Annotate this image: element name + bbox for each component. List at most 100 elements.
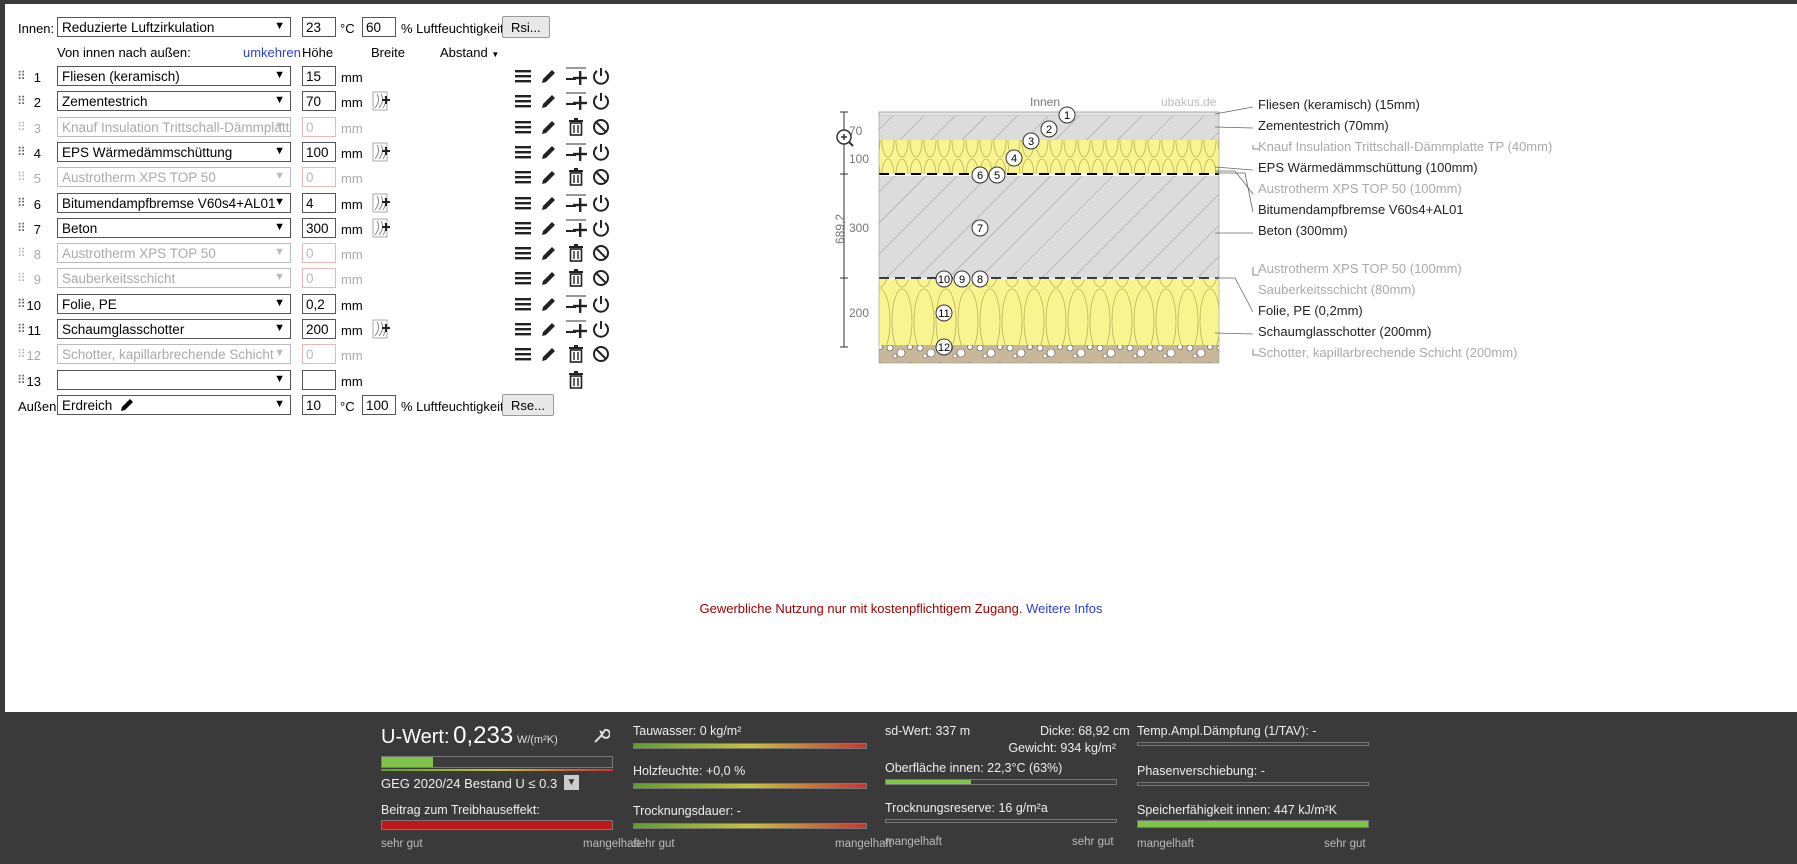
geg-dropdown-icon[interactable]: ▼ xyxy=(564,775,579,790)
menu-icon[interactable] xyxy=(512,318,534,340)
trash-icon[interactable] xyxy=(565,242,587,264)
power-icon[interactable] xyxy=(590,192,612,214)
pencil-icon[interactable] xyxy=(538,242,560,264)
layer-height-input[interactable]: 300 xyxy=(302,217,336,238)
pencil-icon[interactable] xyxy=(538,318,560,340)
drag-handle-icon[interactable]: ⠿ xyxy=(17,271,26,286)
power-icon[interactable] xyxy=(590,141,612,163)
drag-handle-icon[interactable]: ⠿ xyxy=(17,372,26,387)
drag-handle-icon[interactable]: ⠿ xyxy=(17,296,26,311)
add-layer-icon[interactable] xyxy=(565,90,587,112)
trash-icon[interactable] xyxy=(565,343,587,365)
layer-height-input[interactable]: 70 xyxy=(302,91,336,112)
pencil-icon[interactable] xyxy=(118,396,136,414)
menu-icon[interactable] xyxy=(512,141,534,163)
menu-icon[interactable] xyxy=(512,192,534,214)
drag-handle-icon[interactable]: ⠿ xyxy=(17,170,26,185)
add-spacer-icon[interactable] xyxy=(371,318,393,340)
layer-height-input[interactable]: 0 xyxy=(302,116,336,137)
power-icon[interactable] xyxy=(590,318,612,340)
drag-handle-icon[interactable]: ⠿ xyxy=(17,69,26,83)
outside-climate-select[interactable]: Erdreich ▼ xyxy=(57,395,291,415)
disabled-icon[interactable] xyxy=(590,166,612,188)
layer-height-input[interactable]: 200 xyxy=(302,319,336,339)
add-spacer-icon[interactable] xyxy=(371,192,393,214)
power-icon[interactable] xyxy=(590,293,612,315)
reverse-link[interactable]: umkehren xyxy=(243,45,301,60)
pencil-icon[interactable] xyxy=(538,343,560,365)
drag-handle-icon[interactable]: ⠿ xyxy=(17,347,26,362)
pencil-icon[interactable] xyxy=(538,116,560,138)
trash-icon[interactable] xyxy=(565,116,587,138)
wrench-icon[interactable] xyxy=(592,727,610,745)
menu-icon[interactable] xyxy=(512,166,534,188)
add-spacer-icon[interactable] xyxy=(371,217,393,239)
menu-icon[interactable] xyxy=(512,116,534,138)
pencil-icon[interactable] xyxy=(538,141,560,163)
layer-marker[interactable]: 2 xyxy=(1040,120,1058,138)
layer-height-input[interactable]: 0 xyxy=(302,243,336,264)
drag-handle-icon[interactable]: ⠿ xyxy=(17,322,26,336)
layer-height-input[interactable]: 0 xyxy=(302,167,336,188)
add-layer-icon[interactable] xyxy=(565,217,587,239)
layer-marker[interactable]: 10 xyxy=(935,270,953,288)
pencil-icon[interactable] xyxy=(538,166,560,188)
menu-icon[interactable] xyxy=(512,65,534,87)
distance-header[interactable]: Abstand ▼ xyxy=(440,45,499,60)
drag-handle-icon[interactable]: ⠿ xyxy=(17,94,26,109)
layer-height-input[interactable]: 0 xyxy=(302,344,336,365)
pencil-icon[interactable] xyxy=(538,192,560,214)
drag-handle-icon[interactable]: ⠿ xyxy=(17,144,26,159)
add-layer-icon[interactable] xyxy=(565,192,587,214)
layer-marker[interactable]: 11 xyxy=(935,304,953,322)
outside-temp-input[interactable]: 10 xyxy=(302,395,336,415)
trash-icon[interactable] xyxy=(565,166,587,188)
inside-humidity-input[interactable]: 60 xyxy=(362,17,396,37)
layer-material-select[interactable]: Folie, PE ▼ xyxy=(57,293,291,314)
layer-material-select[interactable]: Fliesen (keramisch) ▼ xyxy=(57,66,291,86)
pencil-icon[interactable] xyxy=(538,65,560,87)
add-layer-icon[interactable] xyxy=(565,318,587,340)
menu-icon[interactable] xyxy=(512,90,534,112)
layer-height-input[interactable]: 0 xyxy=(302,268,336,289)
drag-handle-icon[interactable]: ⠿ xyxy=(17,195,26,210)
pencil-icon[interactable] xyxy=(538,90,560,112)
pencil-icon[interactable] xyxy=(538,267,560,289)
layer-marker[interactable]: 1 xyxy=(1058,106,1076,124)
layer-material-select[interactable]: Schaumglasschotter ▼ xyxy=(57,319,291,339)
zoom-in-icon[interactable] xyxy=(836,129,854,147)
layer-material-select[interactable]: Austrotherm XPS TOP 50 ▼ xyxy=(57,243,291,264)
add-spacer-icon[interactable] xyxy=(371,141,393,163)
rse-button[interactable]: Rse... xyxy=(502,394,554,416)
menu-icon[interactable] xyxy=(512,343,534,365)
disabled-icon[interactable] xyxy=(590,116,612,138)
disabled-icon[interactable] xyxy=(590,343,612,365)
add-spacer-icon[interactable] xyxy=(371,90,393,112)
layer-height-input[interactable] xyxy=(302,369,336,390)
layer-height-input[interactable]: 15 xyxy=(302,66,336,86)
power-icon[interactable] xyxy=(590,90,612,112)
layer-marker[interactable]: 12 xyxy=(935,338,953,356)
more-info-link[interactable]: Weitere Infos xyxy=(1026,601,1103,616)
layer-material-select[interactable]: Zementestrich ▼ xyxy=(57,91,291,112)
menu-icon[interactable] xyxy=(512,293,534,315)
layer-marker[interactable]: 4 xyxy=(1005,149,1023,167)
menu-icon[interactable] xyxy=(512,267,534,289)
add-layer-icon[interactable] xyxy=(565,293,587,315)
layer-marker[interactable]: 6 xyxy=(971,166,989,184)
pencil-icon[interactable] xyxy=(538,293,560,315)
layer-marker[interactable]: 3 xyxy=(1022,132,1040,150)
layer-material-select[interactable]: Schotter, kapillarbrechende Schicht ▼ xyxy=(57,344,291,365)
disabled-icon[interactable] xyxy=(590,267,612,289)
layer-material-select[interactable]: Austrotherm XPS TOP 50 ▼ xyxy=(57,167,291,188)
add-layer-icon[interactable] xyxy=(565,141,587,163)
layer-marker[interactable]: 9 xyxy=(953,270,971,288)
pencil-icon[interactable] xyxy=(538,217,560,239)
drag-handle-icon[interactable]: ⠿ xyxy=(17,119,26,134)
layer-marker[interactable]: 5 xyxy=(988,166,1006,184)
layer-material-select[interactable]: Bitumendampfbremse V60s4+AL01 ▼ xyxy=(57,192,291,213)
inside-temp-input[interactable]: 23 xyxy=(302,17,336,37)
layer-material-select[interactable]: EPS Wärmedämmschüttung ▼ xyxy=(57,141,291,162)
power-icon[interactable] xyxy=(590,217,612,239)
trash-icon[interactable] xyxy=(565,369,587,391)
